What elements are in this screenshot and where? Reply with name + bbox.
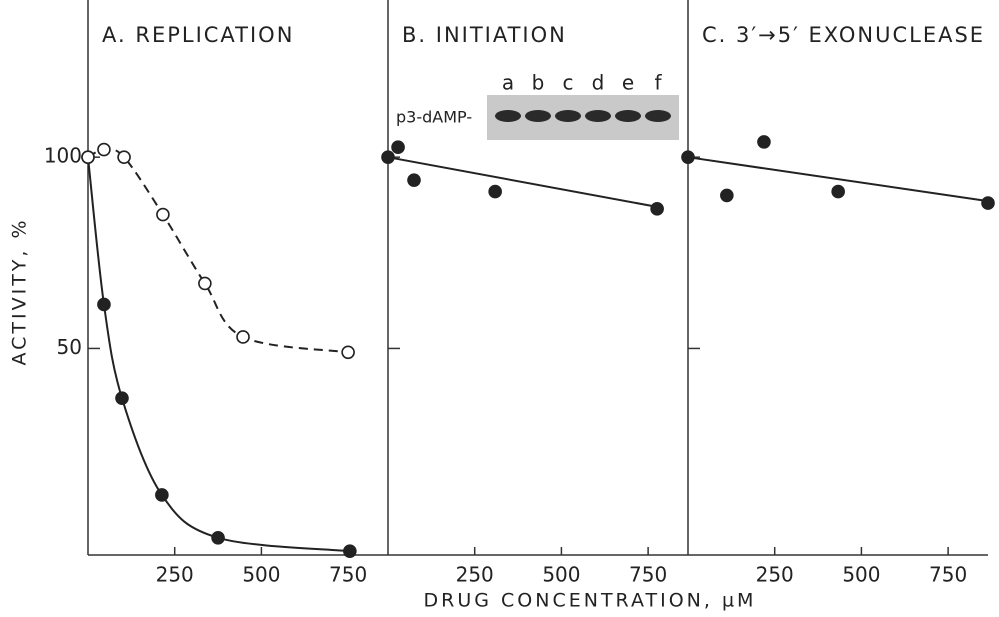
data-point	[408, 174, 420, 186]
lane-label: d	[592, 71, 605, 95]
x-tick-label: 750	[329, 563, 367, 587]
gel-band	[525, 110, 551, 122]
x-axis-label: DRUG CONCENTRATION, µM	[424, 590, 757, 612]
data-point	[156, 489, 168, 501]
data-point	[212, 532, 224, 544]
lane-label: b	[532, 71, 545, 95]
panel-title: C. 3′→5′ EXONUCLEASE	[702, 23, 985, 47]
data-point	[98, 144, 110, 156]
lane-label: e	[622, 71, 634, 95]
x-tick-label: 750	[629, 563, 667, 587]
panel-title: A. REPLICATION	[102, 23, 294, 47]
data-point	[682, 151, 694, 163]
data-point	[118, 151, 130, 163]
x-tick-label: 750	[929, 563, 967, 587]
x-tick-label: 500	[542, 563, 580, 587]
x-tick-label: 500	[242, 563, 280, 587]
data-point	[982, 197, 994, 209]
data-point	[489, 186, 501, 198]
gel-band	[555, 110, 581, 122]
lane-label: a	[502, 71, 514, 95]
data-point	[157, 209, 169, 221]
data-point	[382, 151, 394, 163]
x-tick-label: 250	[756, 563, 794, 587]
data-point	[651, 203, 663, 215]
data-point	[344, 545, 356, 557]
data-point	[721, 189, 733, 201]
x-tick-label: 500	[842, 563, 880, 587]
x-tick-label: 250	[156, 563, 194, 587]
lane-label: c	[563, 71, 574, 95]
y-axis-label: ACTIVITY, %	[9, 217, 31, 365]
gel-band	[585, 110, 611, 122]
page: A. REPLICATION 250 500 750 50 100 ACTIVITY, % B…	[0, 0, 999, 617]
gel-label: p3-dAMP-	[396, 108, 472, 127]
y-tick-label: 50	[57, 335, 82, 359]
data-point	[199, 277, 211, 289]
panel-title: B. INITIATION	[402, 23, 567, 47]
gel-band	[495, 110, 521, 122]
series-line	[88, 149, 348, 352]
series-line	[88, 157, 350, 551]
data-point	[342, 346, 354, 358]
data-point	[832, 186, 844, 198]
chart: A. REPLICATION 250 500 750 50 100 ACTIVITY, % B…	[0, 0, 999, 617]
data-point	[758, 136, 770, 148]
data-point	[98, 298, 110, 310]
y-tick-label: 100	[44, 144, 82, 168]
data-point	[116, 392, 128, 404]
x-tick-label: 250	[456, 563, 494, 587]
fit-line	[388, 157, 657, 207]
data-point	[392, 141, 404, 153]
lane-label: f	[654, 71, 662, 95]
gel-band	[645, 110, 671, 122]
gel-band	[615, 110, 641, 122]
data-point	[237, 331, 249, 343]
data-point	[82, 151, 94, 163]
